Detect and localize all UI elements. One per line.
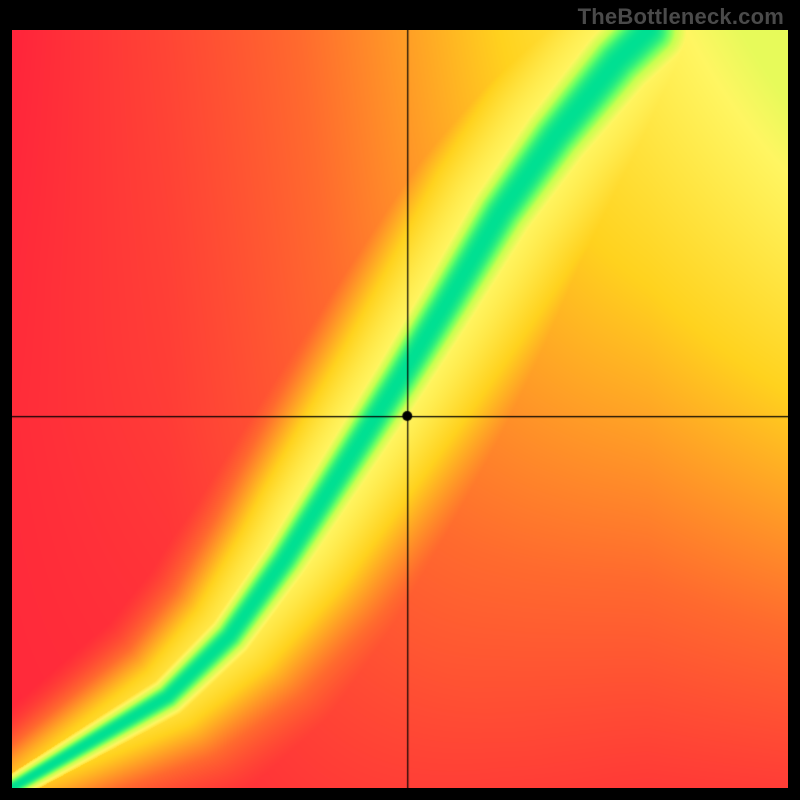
watermark-text: TheBottleneck.com <box>578 4 784 30</box>
crosshair-overlay <box>12 30 788 788</box>
image-frame: TheBottleneck.com <box>0 0 800 800</box>
